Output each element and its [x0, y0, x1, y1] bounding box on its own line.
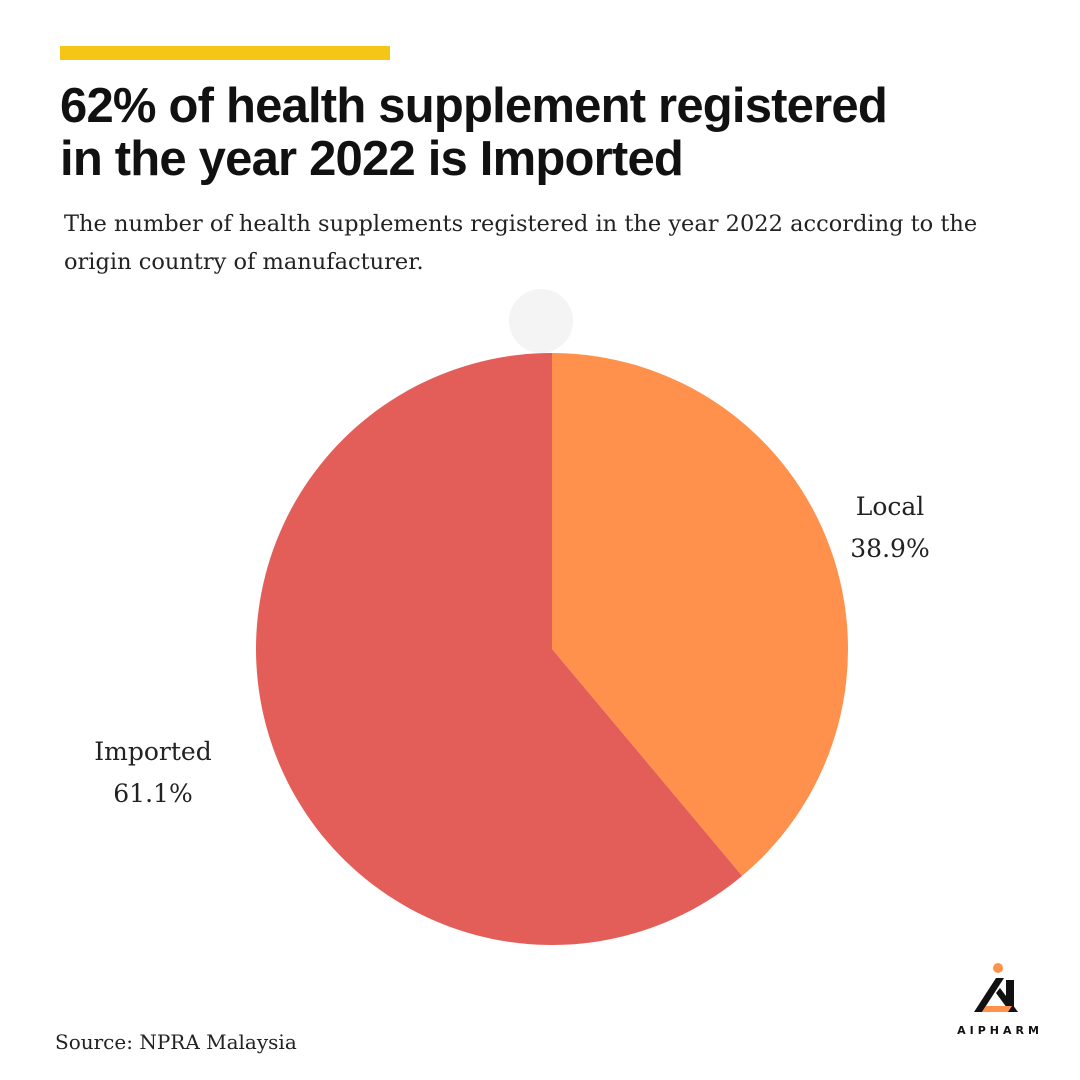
- title-line-2: in the year 2022 is Imported: [60, 132, 684, 186]
- slice-value-imported: 61.1%: [113, 779, 192, 808]
- slice-value-local: 38.9%: [850, 534, 929, 563]
- pie-slice-local: [552, 353, 849, 876]
- subtitle-line-2: origin country of manufacturer.: [64, 249, 424, 275]
- aipharm-logo-icon: [974, 963, 1018, 1012]
- accent-bar: [60, 46, 390, 60]
- slice-label-imported: Imported: [94, 737, 211, 766]
- slice-label-local: Local: [856, 492, 925, 521]
- source-note: Source: NPRA Malaysia: [55, 1030, 297, 1054]
- page-title: 62% of health supplement registered in t…: [60, 80, 1040, 186]
- title-line-1: 62% of health supplement registered: [60, 79, 888, 133]
- aipharm-logo: AIPHARM: [944, 960, 1056, 1044]
- subtitle-line-1: The number of health supplements registe…: [64, 211, 978, 237]
- logo-wordmark: AIPHARM: [957, 1024, 1043, 1037]
- pie-slice-imported: [256, 353, 743, 946]
- watermark-dot: [509, 289, 573, 353]
- chart-subtitle: The number of health supplements registe…: [64, 205, 1024, 281]
